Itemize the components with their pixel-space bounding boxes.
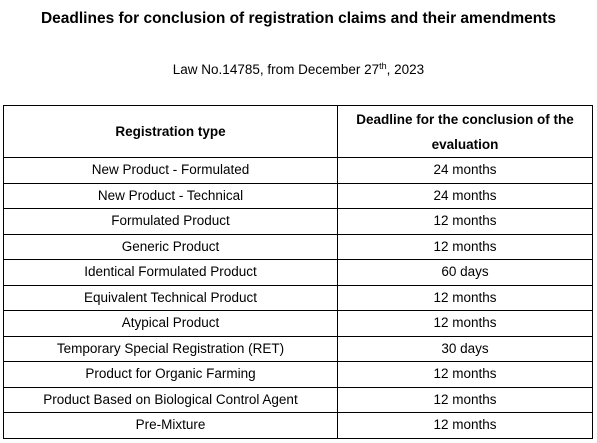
deadline-cell: 12 months [337, 310, 593, 337]
page-title: Deadlines for conclusion of registration… [40, 10, 557, 27]
law-subtitle-superscript: th [379, 61, 387, 71]
registration-type-cell: New Product - Formulated [3, 157, 338, 184]
table-row: New Product - Technical 24 months [3, 182, 593, 209]
registration-type-cell: Identical Formulated Product [3, 259, 338, 286]
deadline-cell: 12 months [337, 284, 593, 311]
header-deadline: Deadline for the conclusion of the evalu… [337, 105, 593, 158]
table-row: Equivalent Technical Product 12 months [3, 284, 593, 311]
table-row: Identical Formulated Product 60 days [3, 259, 593, 286]
registration-type-cell: Generic Product [3, 233, 338, 260]
table-row: New Product - Formulated 24 months [3, 157, 593, 184]
table-row: Atypical Product 12 months [3, 310, 593, 337]
registration-type-cell: Temporary Special Registration (RET) [3, 335, 338, 362]
table-header-row: Registration type Deadline for the concl… [3, 105, 593, 158]
registration-type-cell: Formulated Product [3, 208, 338, 235]
deadline-cell: 12 months [337, 208, 593, 235]
deadline-cell: 30 days [337, 335, 593, 362]
registration-type-cell: Product Based on Biological Control Agen… [3, 386, 338, 413]
registration-type-cell: Equivalent Technical Product [3, 284, 338, 311]
deadline-cell: 12 months [337, 233, 593, 260]
deadline-cell: 12 months [337, 361, 593, 388]
table-row: Formulated Product 12 months [3, 208, 593, 235]
table-row: Temporary Special Registration (RET) 30 … [3, 335, 593, 362]
law-subtitle-prefix: Law No.14785, from December 27 [172, 62, 380, 77]
table-row: Generic Product 12 months [3, 233, 593, 260]
deadline-cell: 12 months [337, 412, 593, 439]
registration-deadlines-table: Registration type Deadline for the concl… [3, 105, 593, 439]
table-row: Product for Organic Farming 12 months [3, 361, 593, 388]
deadline-cell: 12 months [337, 386, 593, 413]
registration-type-cell: New Product - Technical [3, 182, 338, 209]
registration-type-cell: Atypical Product [3, 310, 338, 337]
law-subtitle: Law No.14785, from December 27th, 2023 [0, 61, 597, 79]
registration-type-cell: Product for Organic Farming [3, 361, 338, 388]
deadline-cell: 24 months [337, 157, 593, 184]
header-registration-type: Registration type [3, 105, 338, 158]
deadline-cell: 24 months [337, 182, 593, 209]
deadline-cell: 60 days [337, 259, 593, 286]
registration-type-cell: Pre-Mixture [3, 412, 338, 439]
law-subtitle-suffix: , 2023 [386, 62, 425, 77]
table-row: Product Based on Biological Control Agen… [3, 386, 593, 413]
table-row: Pre-Mixture 12 months [3, 412, 593, 439]
